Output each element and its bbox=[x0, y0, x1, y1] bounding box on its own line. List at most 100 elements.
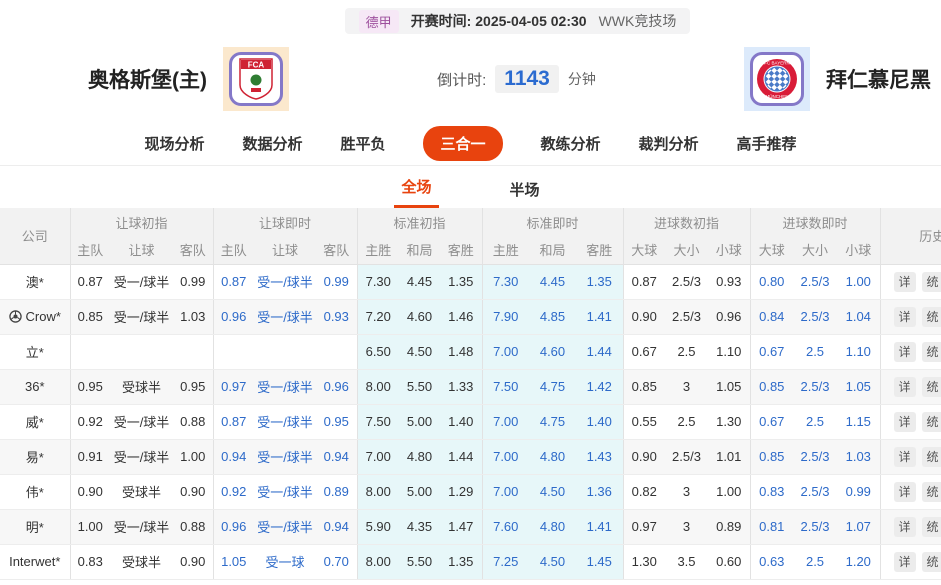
odds-cell: 受一/球半 bbox=[254, 369, 316, 405]
odds-cell: 0.87 bbox=[212, 404, 254, 440]
nav-tab-高手推荐[interactable]: 高手推荐 bbox=[736, 136, 797, 153]
table-row: 伟* 0.90 受球半 0.90 0.92 受一/球半 0.89 8.00 5.00 1.29 7.… bbox=[0, 474, 941, 510]
odds-cell: 1.04 bbox=[837, 299, 881, 335]
stats-button[interactable]: 统 bbox=[921, 271, 941, 292]
odds-cell: 0.99 bbox=[173, 264, 213, 300]
stats-button[interactable]: 统 bbox=[921, 446, 941, 467]
table-row: Interwet* 0.83 受球半 0.90 1.05 受一球 0.70 8.00 5.50 1… bbox=[0, 544, 941, 580]
odds-cell: 0.97 bbox=[212, 369, 254, 405]
table-row: 澳* 0.87 受一/球半 0.99 0.87 受一/球半 0.99 7.30 4.45 1.35… bbox=[0, 264, 941, 300]
odds-cell: 7.50 bbox=[356, 404, 399, 440]
detail-button[interactable]: 详 bbox=[893, 481, 916, 502]
odds-cell: 1.30 bbox=[708, 404, 751, 440]
odds-cell: 7.90 bbox=[481, 299, 529, 335]
odds-cell: 0.83 bbox=[69, 544, 110, 580]
odds-cell: 0.63 bbox=[749, 544, 794, 580]
odds-cell: 2.5 bbox=[665, 334, 708, 370]
odds-cell: 7.30 bbox=[356, 264, 399, 300]
odds-cell: 受一/球半 bbox=[110, 264, 173, 300]
odds-cell: 3 bbox=[665, 369, 708, 405]
sub-header-让球初指-让球: 让球 bbox=[110, 236, 173, 265]
table-row: 36* 0.95 受球半 0.95 0.97 受一/球半 0.96 8.00 5.50 1.33 7… bbox=[0, 369, 941, 405]
company-cell: Interwet* bbox=[0, 544, 71, 580]
group-header-标准初指: 标准初指 bbox=[356, 208, 482, 236]
odds-cell: 3 bbox=[665, 509, 708, 545]
sub-header-标准即时-主胜: 主胜 bbox=[481, 236, 529, 265]
odds-cell: 2.5 bbox=[793, 404, 838, 440]
home-team: 奥格斯堡(主) FCA bbox=[88, 47, 289, 111]
bayern-crest-icon: FC BAYERN MÜNCHEN bbox=[750, 52, 804, 106]
nav-tab-教练分析[interactable]: 教练分析 bbox=[540, 136, 601, 153]
odds-cell: 1.05 bbox=[212, 544, 254, 580]
stats-button[interactable]: 统 bbox=[921, 481, 941, 502]
stats-button[interactable]: 统 bbox=[921, 551, 941, 572]
away-team-name: 拜仁慕尼黑 bbox=[826, 69, 931, 92]
odds-cell bbox=[173, 334, 213, 370]
detail-button[interactable]: 详 bbox=[893, 306, 916, 327]
venue-name: WWK竞技场 bbox=[598, 13, 677, 29]
nav-tab-胜平负[interactable]: 胜平负 bbox=[340, 136, 386, 153]
odds-cell: 0.89 bbox=[708, 509, 751, 545]
odds-cell: 1.20 bbox=[837, 544, 881, 580]
detail-button[interactable]: 详 bbox=[893, 411, 916, 432]
nav-tab-三合一[interactable]: 三合一 bbox=[423, 126, 503, 161]
detail-button[interactable]: 详 bbox=[893, 516, 916, 537]
odds-cell: 0.85 bbox=[749, 369, 794, 405]
nav-tab-现场分析[interactable]: 现场分析 bbox=[144, 136, 205, 153]
odds-cell bbox=[110, 334, 173, 370]
odds-cell: 1.15 bbox=[837, 404, 881, 440]
odds-cell: 1.00 bbox=[837, 264, 881, 300]
company-column-header: 公司 bbox=[0, 208, 71, 265]
subtab-半场[interactable]: 半场 bbox=[509, 182, 540, 199]
odds-cell: 0.70 bbox=[316, 544, 357, 580]
sub-header-进球数初指-大小: 大小 bbox=[665, 236, 708, 265]
stats-button[interactable]: 统 bbox=[921, 411, 941, 432]
odds-cell: 2.5/3 bbox=[665, 439, 708, 475]
table-row: 明* 1.00 受一/球半 0.88 0.96 受一/球半 0.94 5.90 4.35 1.47… bbox=[0, 509, 941, 545]
odds-cell: 2.5 bbox=[793, 544, 838, 580]
company-cell: 明* bbox=[0, 509, 71, 545]
odds-cell: 8.00 bbox=[356, 369, 399, 405]
odds-cell: 2.5/3 bbox=[793, 439, 838, 475]
row-actions: 详统 bbox=[879, 264, 941, 300]
detail-button[interactable]: 详 bbox=[893, 271, 916, 292]
odds-cell: 2.5/3 bbox=[793, 369, 838, 405]
subtab-全场[interactable]: 全场 bbox=[394, 167, 439, 208]
detail-button[interactable]: 详 bbox=[893, 446, 916, 467]
odds-cell bbox=[316, 334, 357, 370]
odds-cell: 0.87 bbox=[69, 264, 110, 300]
odds-cell: 受一球 bbox=[254, 544, 316, 580]
company-name: 36* bbox=[24, 379, 45, 394]
odds-cell: 0.80 bbox=[749, 264, 794, 300]
sub-header-标准初指-主胜: 主胜 bbox=[356, 236, 399, 265]
stats-button[interactable]: 统 bbox=[921, 376, 941, 397]
odds-cell: 1.03 bbox=[173, 299, 213, 335]
match-info-pill: 德甲 开赛时间: 2025-04-05 02:30 WWK竞技场 bbox=[344, 8, 691, 34]
odds-cell: 1.35 bbox=[440, 264, 482, 300]
company-cell: 36* bbox=[0, 369, 71, 405]
company-name: Crow* bbox=[25, 309, 61, 324]
detail-button[interactable]: 详 bbox=[893, 376, 916, 397]
odds-cell: 0.94 bbox=[316, 439, 357, 475]
detail-button[interactable]: 详 bbox=[893, 341, 916, 362]
row-actions: 详统 bbox=[879, 299, 941, 335]
stats-button[interactable]: 统 bbox=[921, 516, 941, 537]
odds-cell: 1.45 bbox=[576, 544, 623, 580]
nav-tab-裁判分析[interactable]: 裁判分析 bbox=[638, 136, 699, 153]
detail-button[interactable]: 详 bbox=[893, 551, 916, 572]
stats-button[interactable]: 统 bbox=[921, 341, 941, 362]
nav-tab-数据分析[interactable]: 数据分析 bbox=[242, 136, 303, 153]
table-row: 立* 6.50 4.50 1.48 7.00 4.60 1.44 0.67 2.5 1.10 0.6… bbox=[0, 334, 941, 370]
stats-button[interactable]: 统 bbox=[921, 306, 941, 327]
odds-cell: 1.07 bbox=[837, 509, 881, 545]
odds-cell: 0.96 bbox=[212, 509, 254, 545]
row-actions: 详统 bbox=[879, 474, 941, 510]
odds-cell: 1.33 bbox=[440, 369, 482, 405]
svg-text:FCA: FCA bbox=[248, 61, 265, 70]
away-team: FC BAYERN MÜNCHEN 拜仁慕尼黑 bbox=[744, 47, 931, 111]
odds-cell: 0.90 bbox=[173, 474, 213, 510]
odds-cell: 1.40 bbox=[440, 404, 482, 440]
odds-cell: 0.93 bbox=[708, 264, 751, 300]
analysis-nav-tabs: 现场分析 数据分析 胜平负 三合一 教练分析 裁判分析 高手推荐 bbox=[0, 122, 941, 166]
sub-header-让球即时-主队: 主队 bbox=[212, 236, 254, 265]
